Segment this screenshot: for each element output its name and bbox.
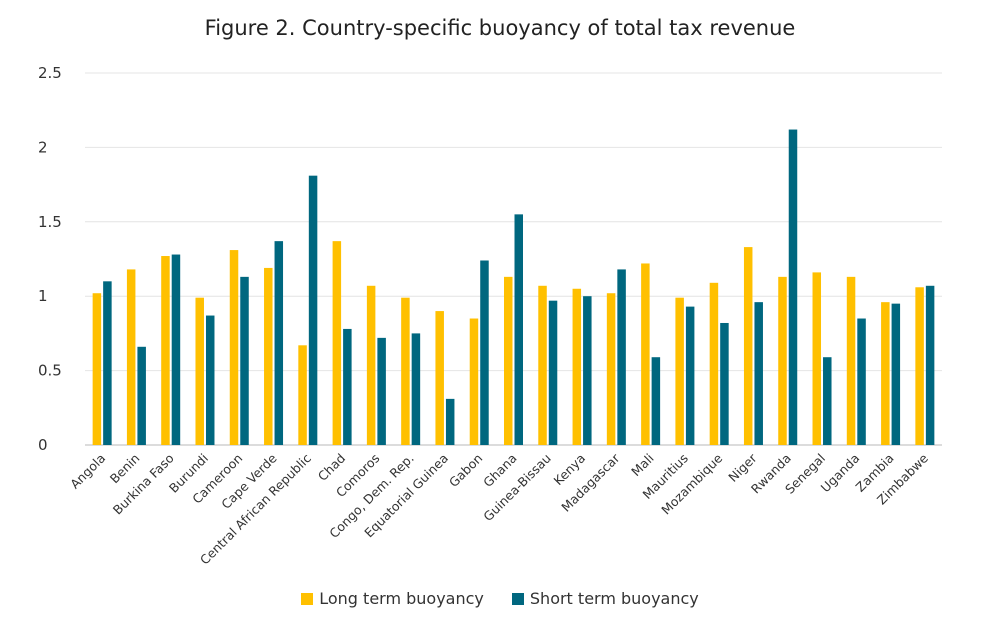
legend-swatch-short-term [511, 592, 524, 605]
bar-short-term [617, 269, 626, 445]
bar-short-term [137, 346, 146, 445]
y-tick-label: 1.5 [38, 213, 62, 231]
legend-label-short-term: Short term buoyancy [529, 589, 699, 608]
chart-title: Figure 2. Country-specific buoyancy of t… [204, 16, 796, 40]
bar-long-term [709, 282, 719, 445]
bar-short-term [514, 214, 523, 445]
bar-short-term [788, 129, 798, 445]
bar-short-term [548, 300, 558, 445]
bar-short-term [343, 328, 352, 445]
y-tick-label: 1 [38, 287, 48, 305]
bar-long-term [915, 287, 924, 445]
bar-short-term [480, 260, 489, 445]
bar-long-term [264, 267, 273, 445]
bar-short-term [720, 322, 729, 445]
bar-long-term [606, 293, 616, 445]
bar-long-term [298, 345, 307, 445]
bar-long-term [161, 256, 170, 445]
bar-short-term [205, 315, 215, 445]
bar-short-term [925, 285, 935, 445]
x-tick-label: Mali [628, 451, 657, 480]
bar-short-term [651, 357, 661, 445]
bar-long-term [572, 288, 582, 445]
y-tick-label: 0 [38, 436, 48, 454]
bar-short-term [754, 302, 763, 445]
bar-short-term [274, 241, 284, 445]
bar-long-term [126, 269, 136, 445]
bar-short-term [857, 318, 866, 445]
legend-swatch-long-term [301, 592, 314, 605]
bar-long-term [195, 297, 204, 445]
legend-item-long-term: Long term buoyancy [301, 589, 484, 608]
bar-short-term [171, 254, 181, 445]
bar-long-term [538, 285, 547, 445]
bar-long-term [469, 318, 479, 445]
y-tick-label: 2 [38, 138, 48, 156]
bar-short-term [308, 175, 318, 445]
y-tick-label: 2.5 [38, 64, 62, 82]
bar-long-term [675, 297, 684, 445]
x-tick-label: Angola [67, 451, 108, 492]
bar-long-term [881, 302, 890, 445]
bar-long-term [743, 247, 753, 445]
bar-long-term [778, 276, 787, 445]
bar-long-term [846, 276, 856, 445]
bar-long-term [504, 276, 513, 445]
bar-short-term [891, 303, 901, 445]
x-tick-label: Mozambique [658, 450, 725, 517]
bar-short-term [583, 296, 592, 445]
bar-short-term [411, 333, 421, 445]
legend-item-short-term: Short term buoyancy [511, 589, 699, 608]
bar-short-term [240, 276, 249, 445]
legend: Long term buoyancy Short term buoyancy [0, 589, 1000, 608]
bar-long-term [92, 293, 102, 445]
bar-short-term [823, 357, 832, 445]
bar-long-term [332, 241, 342, 445]
bar-short-term [377, 337, 386, 445]
bar-short-term [685, 306, 695, 445]
bar-long-term [812, 272, 822, 445]
legend-label-long-term: Long term buoyancy [319, 589, 484, 608]
bar-long-term [435, 311, 444, 445]
bar-long-term [229, 250, 239, 445]
bar-short-term [103, 281, 112, 445]
bar-long-term [401, 297, 410, 445]
y-tick-label: 0.5 [38, 362, 62, 380]
bar-long-term [641, 263, 650, 445]
x-tick-label: Gabon [446, 451, 485, 490]
bar-short-term [445, 398, 455, 445]
bar-long-term [366, 285, 376, 445]
